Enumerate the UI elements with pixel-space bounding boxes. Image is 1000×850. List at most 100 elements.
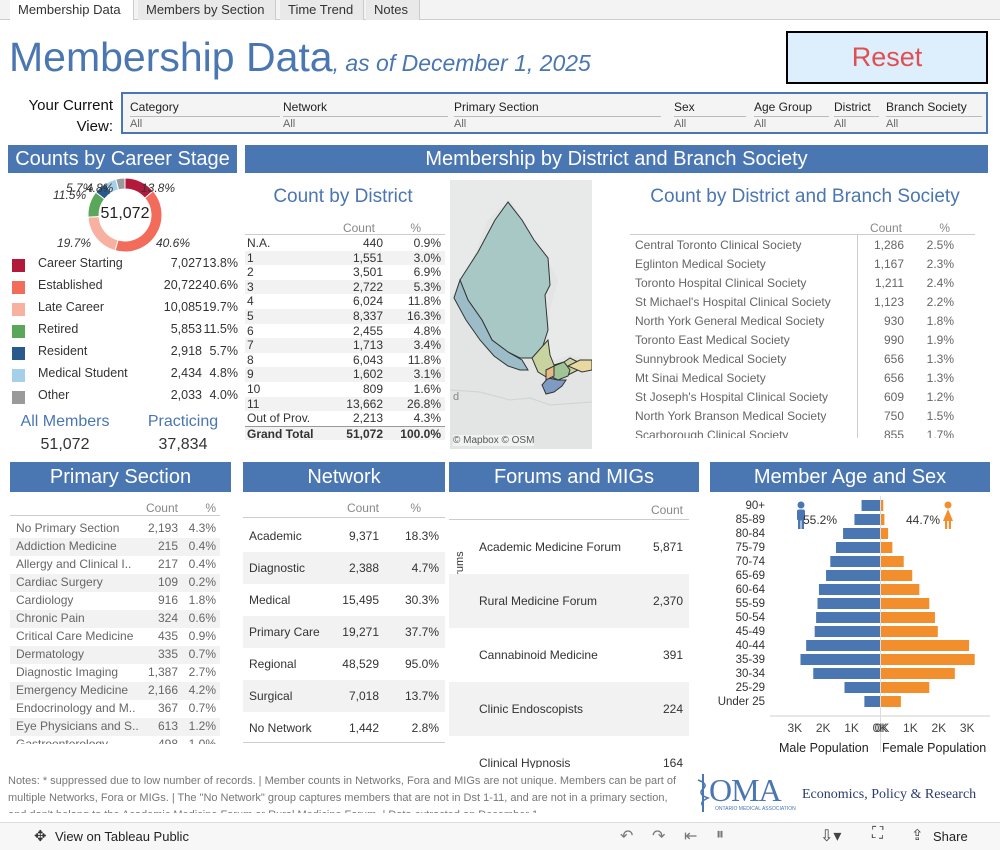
filter-age-group[interactable]: Age Group All bbox=[754, 100, 829, 130]
primary-section-row[interactable]: Endocrinology and M.. 367 0.7% bbox=[10, 700, 220, 718]
primary-section-row[interactable]: Allergy and Clinical I.. 217 0.4% bbox=[10, 556, 220, 574]
network-row[interactable]: Medical 15,495 30.3% bbox=[243, 584, 445, 616]
female-bar[interactable] bbox=[881, 626, 938, 637]
tab-members-by-section[interactable]: Members by Section bbox=[138, 0, 276, 20]
network-row[interactable]: No Network 1,442 2.8% bbox=[243, 712, 445, 744]
age-sex-chart[interactable]: 90+ 85-89 80-84 75-79 70-74 65-69 60-64 55-59 50… bbox=[710, 496, 1000, 764]
download-icon[interactable]: ⇩▾ bbox=[820, 828, 842, 845]
branch-society-row[interactable]: Sunnybrook Medical Society 656 1.3% bbox=[630, 350, 975, 369]
network-row[interactable]: Academic 9,371 18.3% bbox=[243, 520, 445, 552]
district-row[interactable]: Out of Prov. 2,213 4.3% bbox=[245, 411, 445, 426]
male-bar[interactable] bbox=[864, 696, 880, 707]
male-bar[interactable] bbox=[835, 542, 880, 553]
female-bar[interactable] bbox=[881, 584, 920, 595]
female-bar[interactable] bbox=[881, 598, 930, 609]
primary-section-row[interactable]: Addiction Medicine 215 0.4% bbox=[10, 538, 220, 556]
forum-row[interactable]: Rural Medicine Forum 2,370 bbox=[449, 574, 689, 628]
male-bar[interactable] bbox=[843, 528, 880, 539]
primary-section-row[interactable]: Emergency Medicine 2,166 4.2% bbox=[10, 682, 220, 700]
branch-society-row[interactable]: St Joseph's Hospital Clinical Society 609… bbox=[630, 388, 975, 407]
revert-icon[interactable]: ⇤ bbox=[684, 828, 698, 845]
district-row[interactable]: 9 1,602 3.1% bbox=[245, 367, 445, 382]
primary-section-row[interactable]: Dermatology 335 0.7% bbox=[10, 646, 220, 664]
female-bar[interactable] bbox=[881, 500, 884, 511]
network-row[interactable]: Diagnostic 2,388 4.7% bbox=[243, 552, 445, 584]
network-row[interactable]: Regional 48,529 95.0% bbox=[243, 648, 445, 680]
tab-notes[interactable]: Notes bbox=[366, 0, 420, 20]
branch-society-row[interactable]: Toronto Hospital Clinical Society 1,211 2.… bbox=[630, 274, 975, 293]
male-bar[interactable] bbox=[800, 654, 880, 665]
female-bar[interactable] bbox=[881, 542, 893, 553]
branch-society-row[interactable]: Scarborough Clinical Society 855 1.7% bbox=[630, 426, 975, 438]
male-bar[interactable] bbox=[826, 570, 880, 581]
primary-section-row[interactable]: Diagnostic Imaging 1,387 2.7% bbox=[10, 664, 220, 682]
district-row[interactable]: 7 1,713 3.4% bbox=[245, 338, 445, 353]
redo-icon[interactable]: ↷ bbox=[652, 828, 666, 845]
branch-society-row[interactable]: St Michael's Hospital Clinical Society 1,… bbox=[630, 293, 975, 312]
male-bar[interactable] bbox=[817, 598, 880, 609]
primary-section-row[interactable]: No Primary Section 2,193 4.3% bbox=[10, 520, 220, 538]
forum-row[interactable]: Clinical Hypnosis 164 bbox=[449, 736, 689, 768]
share-icon[interactable]: ⇪ bbox=[911, 827, 924, 844]
forum-row[interactable]: Academic Medicine Forum 5,871 bbox=[449, 520, 689, 574]
primary-section-row[interactable]: Cardiac Surgery 109 0.2% bbox=[10, 574, 220, 592]
share-button[interactable]: Share bbox=[933, 829, 968, 844]
branch-society-row[interactable]: Toronto East Medical Society 990 1.9% bbox=[630, 331, 975, 350]
male-bar[interactable] bbox=[854, 514, 880, 525]
filter-primary-section[interactable]: Primary Section All bbox=[454, 100, 661, 130]
primary-section-row[interactable]: Gastroenterology 498 1.0% bbox=[10, 736, 220, 744]
female-bar[interactable] bbox=[881, 570, 913, 581]
branch-society-row[interactable]: Mt Sinai Medical Society 656 1.3% bbox=[630, 369, 975, 388]
network-row[interactable]: Surgical 7,018 13.7% bbox=[243, 680, 445, 712]
network-row[interactable]: Primary Care 19,271 37.7% bbox=[243, 616, 445, 648]
district-row[interactable]: 11 13,662 26.8% bbox=[245, 396, 445, 412]
male-bar[interactable] bbox=[806, 640, 880, 651]
female-bar[interactable] bbox=[881, 654, 975, 665]
district-row[interactable]: 6 2,455 4.8% bbox=[245, 324, 445, 339]
female-bar[interactable] bbox=[881, 682, 930, 693]
primary-section-row[interactable]: Critical Care Medicine 435 0.9% bbox=[10, 628, 220, 646]
male-bar[interactable] bbox=[844, 682, 881, 693]
filter-district[interactable]: District All bbox=[834, 100, 879, 130]
female-bar[interactable] bbox=[881, 696, 901, 707]
pause-icon[interactable]: ⏸ bbox=[716, 826, 725, 843]
male-bar[interactable] bbox=[818, 584, 880, 595]
reset-button[interactable]: Reset bbox=[786, 31, 988, 84]
female-bar[interactable] bbox=[881, 528, 889, 539]
forum-row[interactable]: Cannabinoid Medicine 391 bbox=[449, 628, 689, 682]
male-bar[interactable] bbox=[830, 556, 880, 567]
filter-network[interactable]: Network All bbox=[283, 100, 448, 130]
female-bar[interactable] bbox=[881, 514, 885, 525]
district-map[interactable]: d © Mapbox © OSM bbox=[450, 180, 592, 449]
female-bar[interactable] bbox=[881, 612, 935, 623]
district-row[interactable]: 10 809 1.6% bbox=[245, 382, 445, 397]
donut-slice-other[interactable] bbox=[115, 177, 126, 191]
district-row[interactable]: 2 3,501 6.9% bbox=[245, 265, 445, 280]
district-row[interactable]: 3 2,722 5.3% bbox=[245, 279, 445, 295]
female-bar[interactable] bbox=[881, 640, 970, 651]
male-bar[interactable] bbox=[814, 626, 880, 637]
primary-section-row[interactable]: Cardiology 916 1.8% bbox=[10, 592, 220, 610]
male-bar[interactable] bbox=[861, 500, 880, 511]
career-stage-donut[interactable] bbox=[85, 175, 165, 255]
branch-society-row[interactable]: Central Toronto Clinical Society 1,286 2.5… bbox=[630, 236, 975, 255]
fullscreen-icon[interactable]: ⛶ bbox=[872, 825, 884, 842]
primary-section-row[interactable]: Eye Physicians and S.. 613 1.2% bbox=[10, 718, 220, 736]
view-on-tableau-link[interactable]: View on Tableau Public bbox=[55, 829, 189, 844]
male-bar[interactable] bbox=[816, 612, 880, 623]
district-row[interactable]: 1 1,551 3.0% bbox=[245, 250, 445, 266]
district-row[interactable]: 4 6,024 11.8% bbox=[245, 294, 445, 309]
tab-membership-data[interactable]: Membership Data bbox=[10, 0, 134, 20]
female-bar[interactable] bbox=[881, 556, 904, 567]
district-row[interactable]: 5 8,337 16.3% bbox=[245, 309, 445, 324]
branch-society-row[interactable]: Eglinton Medical Society 1,167 2.3% bbox=[630, 255, 975, 274]
branch-society-row[interactable]: North York General Medical Society 930 1.8… bbox=[630, 312, 975, 331]
tab-time-trend[interactable]: Time Trend bbox=[280, 0, 364, 20]
district-row[interactable]: N.A. 440 0.9% bbox=[245, 236, 445, 251]
branch-society-row[interactable]: North York Branson Medical Society 750 1.5… bbox=[630, 407, 975, 426]
female-bar[interactable] bbox=[881, 668, 955, 679]
forum-row[interactable]: Clinic Endoscopists 224 bbox=[449, 682, 689, 736]
undo-icon[interactable]: ↶ bbox=[620, 828, 634, 845]
filter-sex[interactable]: Sex All bbox=[674, 100, 746, 130]
filter-branch-society[interactable]: Branch Society All bbox=[886, 100, 982, 130]
